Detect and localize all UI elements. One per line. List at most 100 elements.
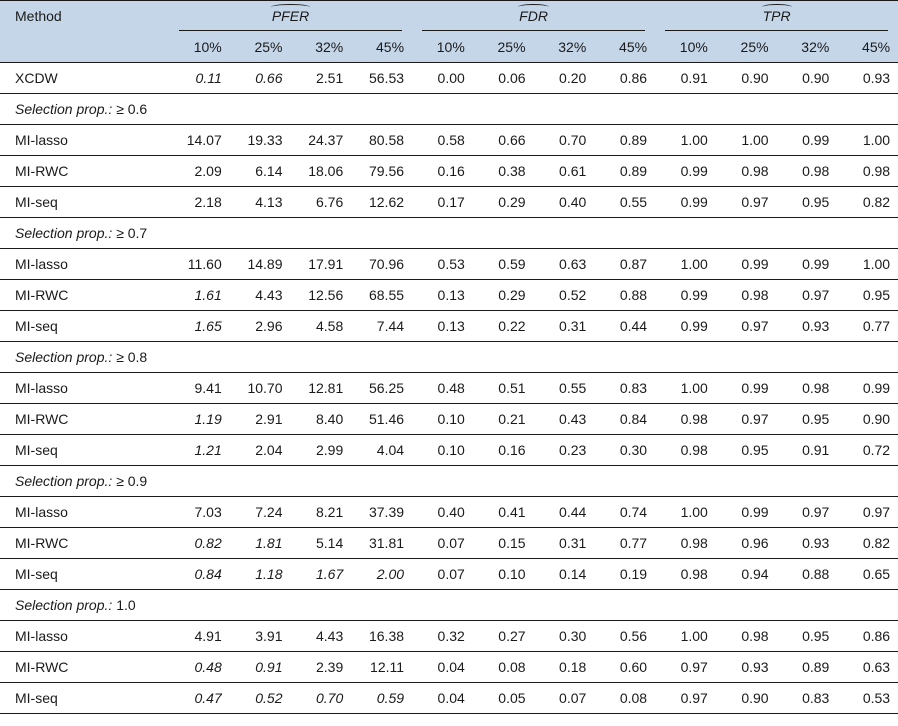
section-label: Selection prop.: ≥ 0.9 (0, 465, 898, 497)
value-cell: 0.29 (472, 279, 534, 311)
method-cell: MI-seq (0, 558, 169, 590)
value-cell: 0.99 (776, 248, 838, 280)
value-cell: 1.65 (169, 310, 230, 342)
value-cell: 0.06 (472, 62, 534, 94)
value-cell: 0.63 (533, 248, 595, 280)
value-cell: 0.99 (715, 496, 777, 528)
table-row: MI-seq 0.47 0.52 0.70 0.59 0.04 0.05 0.07 0.08 0.… (0, 682, 898, 714)
table-row: MI-RWC 1.19 2.91 8.40 51.46 0.10 0.21 0.43 0.84 0… (0, 403, 898, 435)
method-cell: MI-RWC (0, 279, 169, 311)
value-cell: 0.30 (533, 620, 595, 652)
section-label: Selection prop.: ≥ 0.7 (0, 217, 898, 249)
value-cell: 0.16 (472, 434, 534, 466)
method-cell: MI-seq (0, 310, 169, 342)
value-cell: 7.03 (169, 496, 230, 528)
value-cell: 0.91 (776, 434, 838, 466)
value-cell: 4.58 (290, 310, 352, 342)
value-cell: 0.22 (472, 310, 534, 342)
value-cell: 0.52 (229, 682, 291, 714)
value-cell: 0.07 (533, 682, 595, 714)
value-cell: 0.56 (594, 620, 656, 652)
table-row: MI-lasso 4.91 3.91 4.43 16.38 0.32 0.27 0.30 0.5… (0, 620, 898, 652)
value-cell: 16.38 (351, 620, 413, 652)
value-cell: 0.53 (412, 248, 473, 280)
method-cell: MI-lasso (0, 620, 169, 652)
value-cell: 24.37 (290, 124, 352, 156)
value-cell: 10.70 (229, 372, 291, 404)
value-cell: 0.97 (715, 186, 777, 218)
table-row: MI-seq 1.65 2.96 4.58 7.44 0.13 0.22 0.31 0.44 0.… (0, 310, 898, 342)
value-cell: 0.70 (290, 682, 352, 714)
value-cell: 0.10 (472, 558, 534, 590)
method-cell: MI-lasso (0, 248, 169, 280)
value-cell: 14.07 (169, 124, 230, 156)
value-cell: 2.18 (169, 186, 230, 218)
value-cell: 0.99 (776, 124, 838, 156)
value-cell: 70.96 (351, 248, 413, 280)
table-row: XCDW 0.11 0.66 2.51 56.53 0.00 0.06 0.20 0.86 0.9… (0, 62, 898, 94)
value-cell: 0.99 (655, 310, 716, 342)
value-cell: 0.82 (837, 527, 898, 559)
value-cell: 0.10 (412, 403, 473, 435)
value-cell: 0.48 (169, 651, 230, 683)
pct-header-cell: 32% (533, 31, 595, 63)
value-cell: 56.25 (351, 372, 413, 404)
value-cell: 0.72 (837, 434, 898, 466)
header-row-percentages: 10% 25% 32% 45% 10% 25% 32% 45% 10% 25% 32% 45% (0, 31, 898, 63)
section-threshold: ≥ 0.7 (116, 225, 148, 241)
value-cell: 0.32 (412, 620, 473, 652)
value-cell: 0.91 (229, 651, 291, 683)
value-cell: 12.81 (290, 372, 352, 404)
value-cell: 31.81 (351, 527, 413, 559)
value-cell: 0.48 (412, 372, 473, 404)
value-cell: 56.53 (351, 62, 413, 94)
method-cell: MI-RWC (0, 527, 169, 559)
value-cell: 0.98 (715, 620, 777, 652)
section-row: Selection prop.: 1.0 (0, 589, 898, 621)
pct-header-cell: 10% (655, 31, 716, 63)
value-cell: 14.89 (229, 248, 291, 280)
value-cell: 0.13 (412, 310, 473, 342)
value-cell: 0.94 (715, 558, 777, 590)
method-cell: XCDW (0, 62, 169, 94)
value-cell: 0.95 (776, 403, 838, 435)
section-row: Selection prop.: ≥ 0.6 (0, 93, 898, 125)
table-body: XCDW 0.11 0.66 2.51 56.53 0.00 0.06 0.20 0.86 0.9… (0, 62, 898, 714)
value-cell: 4.04 (351, 434, 413, 466)
value-cell: 79.56 (351, 155, 413, 187)
value-cell: 68.55 (351, 279, 413, 311)
value-cell: 0.98 (715, 155, 777, 187)
value-cell: 0.93 (776, 310, 838, 342)
value-cell: 1.81 (229, 527, 291, 559)
section-label-text: Selection prop.: (15, 101, 113, 117)
value-cell: 0.19 (594, 558, 656, 590)
value-cell: 0.89 (594, 155, 656, 187)
value-cell: 12.56 (290, 279, 352, 311)
method-cell: MI-lasso (0, 496, 169, 528)
section-label-text: Selection prop.: (15, 349, 113, 365)
value-cell: 0.97 (715, 310, 777, 342)
section-row: Selection prop.: ≥ 0.9 (0, 465, 898, 497)
value-cell: 0.58 (412, 124, 473, 156)
value-cell: 0.83 (776, 682, 838, 714)
value-cell: 1.00 (655, 496, 716, 528)
value-cell: 0.88 (594, 279, 656, 311)
value-cell: 1.00 (837, 248, 898, 280)
value-cell: 0.83 (594, 372, 656, 404)
value-cell: 0.51 (472, 372, 534, 404)
section-threshold: ≥ 0.6 (116, 101, 148, 117)
section-row: Selection prop.: ≥ 0.7 (0, 217, 898, 249)
value-cell: 0.29 (472, 186, 534, 218)
value-cell: 0.21 (472, 403, 534, 435)
value-cell: 1.19 (169, 403, 230, 435)
section-label: Selection prop.: 1.0 (0, 589, 898, 621)
value-cell: 0.99 (837, 372, 898, 404)
value-cell: 0.98 (655, 527, 716, 559)
group-header-tpr: TPR (655, 0, 898, 32)
value-cell: 51.46 (351, 403, 413, 435)
value-cell: 0.59 (472, 248, 534, 280)
value-cell: 0.98 (655, 434, 716, 466)
value-cell: 0.16 (412, 155, 473, 187)
value-cell: 0.74 (594, 496, 656, 528)
value-cell: 0.60 (594, 651, 656, 683)
